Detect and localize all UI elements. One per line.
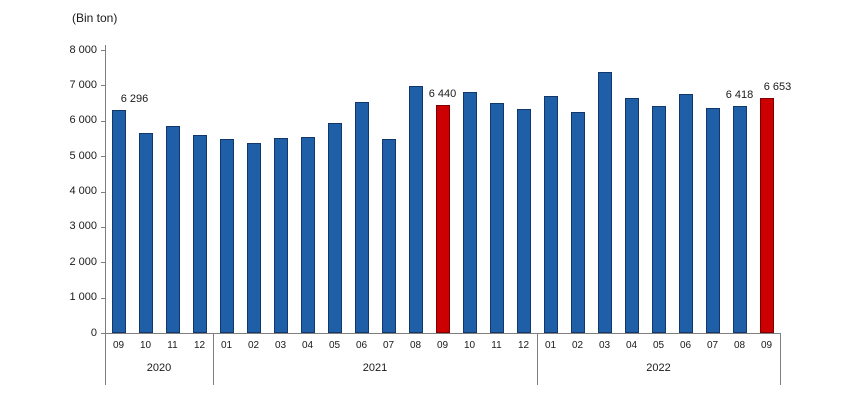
- bar-value-label-2021-09: 6 440: [428, 88, 457, 101]
- bar-2021-10: [462, 92, 477, 333]
- bar-2021-02: [246, 142, 261, 333]
- y-tick-label: 3 000: [69, 220, 97, 232]
- x-axis-line: [105, 333, 781, 334]
- x-tick-label-2022-02: 02: [571, 340, 584, 351]
- y-tick-label: 0: [90, 327, 97, 339]
- x-tick-label-2022-03: 03: [598, 340, 611, 351]
- year-separator: [780, 333, 781, 385]
- y-tick-label: 8 000: [69, 44, 97, 56]
- bar-2022-05: [651, 106, 666, 333]
- year-separator: [537, 333, 538, 385]
- x-tick-label-2021-03: 03: [274, 340, 287, 351]
- x-tick-label-2021-04: 04: [301, 340, 314, 351]
- y-tick-mark: [101, 333, 105, 334]
- x-tick-label-2020-12: 12: [193, 340, 206, 351]
- x-tick-label-2022-06: 06: [679, 340, 692, 351]
- x-tick-label-2022-05: 05: [652, 340, 665, 351]
- bar-2021-03: [273, 137, 288, 333]
- bar-value-label-2020-09: 6 296: [120, 93, 149, 106]
- x-tick-label-2021-11: 11: [491, 340, 502, 351]
- y-tick-mark: [101, 85, 105, 86]
- y-tick-mark: [101, 227, 105, 228]
- bar-2022-04: [624, 98, 639, 333]
- y-tick-mark: [101, 121, 105, 122]
- x-tick-label-2021-07: 07: [382, 340, 395, 351]
- bar-2022-09: [759, 97, 774, 333]
- bar-2020-09: [111, 110, 126, 333]
- axis-unit-label: (Bin ton): [72, 11, 118, 25]
- y-tick-label: 6 000: [69, 114, 97, 126]
- bar-2022-03: [597, 71, 612, 333]
- bar-2020-11: [165, 126, 180, 333]
- x-tick-label-2022-07: 07: [706, 340, 719, 351]
- bar-2021-11: [489, 103, 504, 333]
- x-tick-label-2020-09: 09: [112, 340, 125, 351]
- bar-2021-12: [516, 109, 531, 333]
- y-tick-mark: [101, 298, 105, 299]
- bar-2021-09: [435, 105, 450, 333]
- year-label-2021: 2021: [362, 362, 388, 374]
- bar-2021-06: [354, 101, 369, 333]
- bar-2022-07: [705, 108, 720, 333]
- y-axis-line: [105, 45, 106, 334]
- year-label-2020: 2020: [146, 362, 172, 374]
- bar-2021-07: [381, 139, 396, 333]
- y-tick-label: 2 000: [69, 256, 97, 268]
- bar-2022-02: [570, 111, 585, 333]
- x-tick-label-2022-09: 09: [760, 340, 773, 351]
- x-tick-label-2021-09: 09: [436, 340, 449, 351]
- x-tick-label-2020-10: 10: [139, 340, 152, 351]
- bar-2022-01: [543, 96, 558, 333]
- x-tick-label-2020-11: 11: [167, 340, 178, 351]
- bar-2022-08: [732, 105, 747, 333]
- bar-value-label-2022-08: 6 418: [725, 88, 754, 101]
- x-tick-label-2022-04: 04: [625, 340, 638, 351]
- y-tick-label: 7 000: [69, 79, 97, 91]
- y-tick-label: 5 000: [69, 150, 97, 162]
- y-tick-mark: [101, 50, 105, 51]
- y-tick-mark: [101, 192, 105, 193]
- bar-2021-05: [327, 122, 342, 333]
- y-tick-label: 1 000: [69, 291, 97, 303]
- y-tick-label: 4 000: [69, 185, 97, 197]
- bar-2021-08: [408, 86, 423, 333]
- y-tick-mark: [101, 156, 105, 157]
- x-tick-label-2021-05: 05: [328, 340, 341, 351]
- x-tick-label-2021-10: 10: [463, 340, 476, 351]
- x-tick-label-2022-01: 01: [544, 340, 557, 351]
- bar-2022-06: [678, 93, 693, 333]
- bar-value-label-2022-09: 6 653: [763, 80, 792, 93]
- x-tick-label-2021-06: 06: [355, 340, 368, 351]
- y-tick-mark: [101, 262, 105, 263]
- x-tick-label-2021-02: 02: [247, 340, 260, 351]
- year-separator: [105, 333, 106, 385]
- x-tick-label-2021-12: 12: [517, 340, 530, 351]
- year-separator: [213, 333, 214, 385]
- bar-2021-01: [219, 139, 234, 333]
- bar-2020-10: [138, 133, 153, 333]
- x-tick-label-2022-08: 08: [733, 340, 746, 351]
- bar-2020-12: [192, 135, 207, 333]
- year-label-2022: 2022: [646, 362, 671, 374]
- x-tick-label-2021-01: 01: [220, 340, 233, 351]
- x-tick-label-2021-08: 08: [409, 340, 422, 351]
- bar-2021-04: [300, 136, 315, 333]
